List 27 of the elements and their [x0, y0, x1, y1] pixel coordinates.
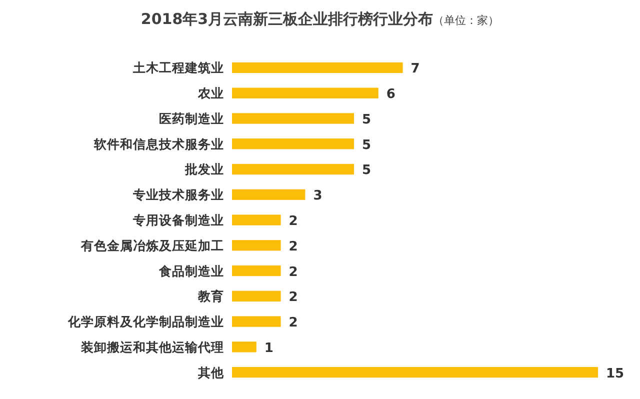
data-label: 2 [288, 239, 298, 254]
category-label: 专业技术服务业 [133, 187, 224, 202]
data-label: 2 [288, 290, 298, 306]
data-label: 2 [288, 214, 298, 229]
data-label: 1 [264, 340, 274, 356]
category-label: 食品制造业 [159, 263, 224, 278]
data-label: 7 [410, 62, 420, 77]
data-label: 5 [362, 163, 372, 178]
category-label: 化学原料及化学制品制造业 [68, 314, 224, 330]
data-label: 6 [386, 87, 396, 102]
data-label: 5 [362, 138, 372, 153]
data-label: 2 [288, 264, 298, 280]
title: 2018年3月云南新三板企业排行榜行业分布（单位：家） [140, 10, 500, 28]
category-label: 批发业 [185, 162, 224, 177]
data-label: 2 [288, 316, 298, 331]
data-label: 3 [313, 188, 322, 204]
data-label: 5 [362, 112, 372, 128]
category-label: 土木工程建筑业 [133, 60, 224, 76]
category-label: 专用设备制造业 [133, 212, 224, 228]
category-label: 医药制造业 [159, 110, 224, 126]
category-label: 有色金属冶炼及压延加工 [81, 238, 224, 253]
data-label: 15 [606, 366, 624, 382]
category-label: 其他 [198, 364, 224, 380]
category-label: 装卸搬运和其他运输代理 [81, 339, 224, 354]
category-label: 农业 [198, 86, 224, 101]
category-label: 软件和信息技术服务业 [94, 136, 224, 152]
category-label: 教育 [198, 288, 224, 304]
